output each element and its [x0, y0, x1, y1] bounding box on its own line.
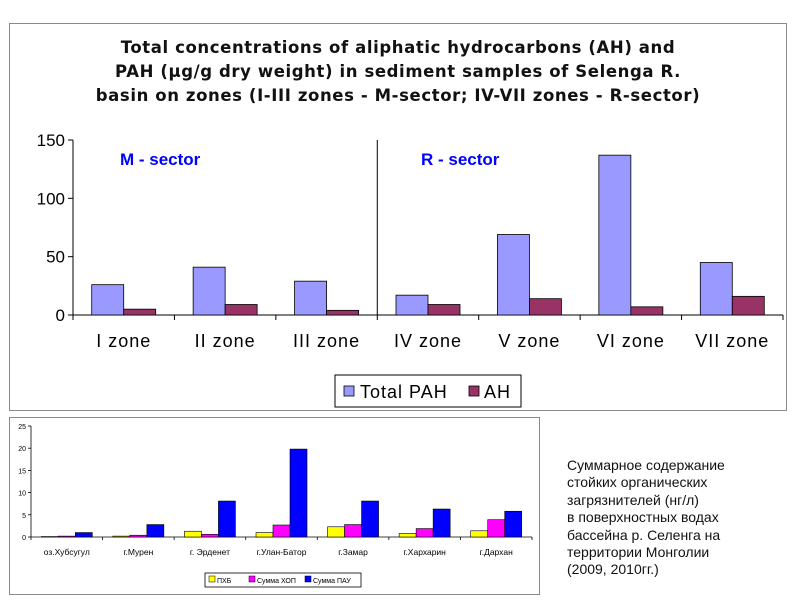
legend-label: ПХБ	[217, 578, 232, 585]
legend-label-ah: AH	[484, 382, 511, 402]
top-chart-panel: Total concentrations of aliphatic hydroc…	[9, 23, 787, 411]
bar-series-1	[57, 535, 76, 538]
bar-series-0	[470, 530, 489, 538]
bar-series-0	[398, 533, 417, 538]
legend-swatch	[208, 575, 216, 583]
caption-line: загрязнителей (нг/л)	[567, 491, 699, 508]
bar-series-0	[255, 532, 274, 538]
caption-line: стойких органических	[567, 474, 708, 491]
bar-ah	[326, 309, 359, 316]
x-tick-label: VI zone	[597, 331, 665, 351]
bar-ah	[529, 298, 562, 316]
legend-swatch	[304, 575, 312, 583]
top-chart-svg: 0 50 100 150 I zone II zone III zone IV zone V z…	[37, 131, 784, 408]
legend-label: Сумма ХОП	[257, 578, 296, 585]
bar-series-2	[504, 510, 523, 538]
chart-title-line: Total concentrations of aliphatic hydroc…	[120, 38, 676, 57]
legend-box	[334, 374, 522, 408]
bar-series-1	[272, 524, 291, 538]
caption-line: (2009, 2010гг.)	[567, 561, 659, 578]
bar-total-pah	[395, 294, 429, 316]
x-tick-label: г. Эрденет	[190, 547, 230, 557]
caption-line: в поверхностных водах	[567, 509, 719, 526]
bar-series-0	[327, 526, 345, 538]
y-tick-label: 20	[18, 446, 26, 453]
bar-series-0	[112, 535, 131, 538]
y-tick-label: 5	[22, 513, 26, 520]
y-tick-label: 0	[22, 535, 26, 542]
y-tick-label: 15	[18, 468, 26, 475]
bar-series-2	[289, 448, 308, 538]
caption-line: Суммарное содержание	[567, 457, 725, 473]
bar-series-2	[361, 500, 379, 538]
bar-series-2	[432, 508, 451, 538]
bar-ah	[731, 295, 765, 316]
y-tick-label: 100	[37, 189, 65, 208]
x-tick-label: II zone	[195, 331, 256, 351]
annotation-m-sector: M - sector	[120, 150, 201, 169]
bar-series-1	[415, 528, 434, 538]
bar-total-pah	[192, 266, 226, 316]
chart-title-line: PAH (μg/g dry weight) in sediment sample…	[115, 62, 681, 81]
caption-line: территории Монголии	[567, 544, 710, 561]
x-tick-label: г.Улан-Батор	[257, 547, 307, 557]
x-tick-label: оз.Хубсугул	[44, 547, 90, 557]
x-tick-label: III zone	[293, 331, 360, 351]
legend-swatch	[248, 575, 256, 583]
bar-ah	[224, 304, 258, 316]
bar-ah	[123, 308, 157, 316]
x-tick-label: г.Замар	[338, 547, 368, 557]
bar-series-1	[487, 519, 506, 538]
bar-total-pah	[598, 154, 632, 316]
y-tick-label: 10	[18, 491, 26, 498]
x-tick-label: г.Мурен	[123, 547, 153, 557]
bar-ah	[630, 306, 664, 316]
x-tick-label: I zone	[96, 331, 151, 351]
bar-series-2	[146, 524, 165, 538]
bar-total-pah	[699, 262, 733, 316]
bar-series-0	[184, 530, 202, 538]
y-tick-label: 50	[46, 248, 65, 267]
bar-series-1	[129, 534, 148, 538]
legend-label-total-pah: Total PAH	[360, 382, 448, 402]
legend-box	[204, 572, 362, 588]
x-tick-label: г.Хархарин	[403, 547, 446, 557]
bottom-chart-panel: 0 5 10 15 20 25 оз.Хубсугул г.Мурен г. Эрденет г.…	[9, 417, 540, 595]
bottom-chart-svg: 0 5 10 15 20 25 оз.Хубсугул г.Мурен г. Эрденет г.…	[18, 424, 533, 588]
caption-line: бассейна р. Селенга на	[567, 526, 721, 543]
x-tick-label: VII zone	[695, 331, 769, 351]
y-tick-label: 150	[37, 131, 65, 150]
x-tick-label: г.Дархан	[480, 547, 513, 557]
bar-series-1	[201, 534, 219, 538]
caption-text: Суммарное содержание стойких органически…	[567, 457, 792, 579]
bar-total-pah	[497, 234, 530, 316]
legend-label: Сумма ПАУ	[313, 578, 351, 585]
bar-total-pah	[91, 284, 125, 316]
bar-series-2	[218, 500, 236, 538]
bar-series-2	[74, 532, 93, 538]
bar-total-pah	[294, 280, 327, 316]
bar-series-1	[344, 524, 362, 538]
y-tick-label: 0	[56, 306, 65, 325]
legend-swatch-total-pah	[343, 385, 355, 397]
annotation-r-sector: R - sector	[421, 150, 500, 169]
y-tick-label: 25	[18, 424, 26, 431]
bar-ah	[427, 304, 461, 316]
x-tick-label: IV zone	[394, 331, 462, 351]
chart-title-line: basin on zones (I-III zones - M-sector; …	[95, 86, 701, 105]
legend-swatch-ah	[468, 385, 480, 397]
chart-title: Total concentrations of aliphatic hydroc…	[10, 36, 786, 108]
x-tick-label: V zone	[498, 331, 560, 351]
